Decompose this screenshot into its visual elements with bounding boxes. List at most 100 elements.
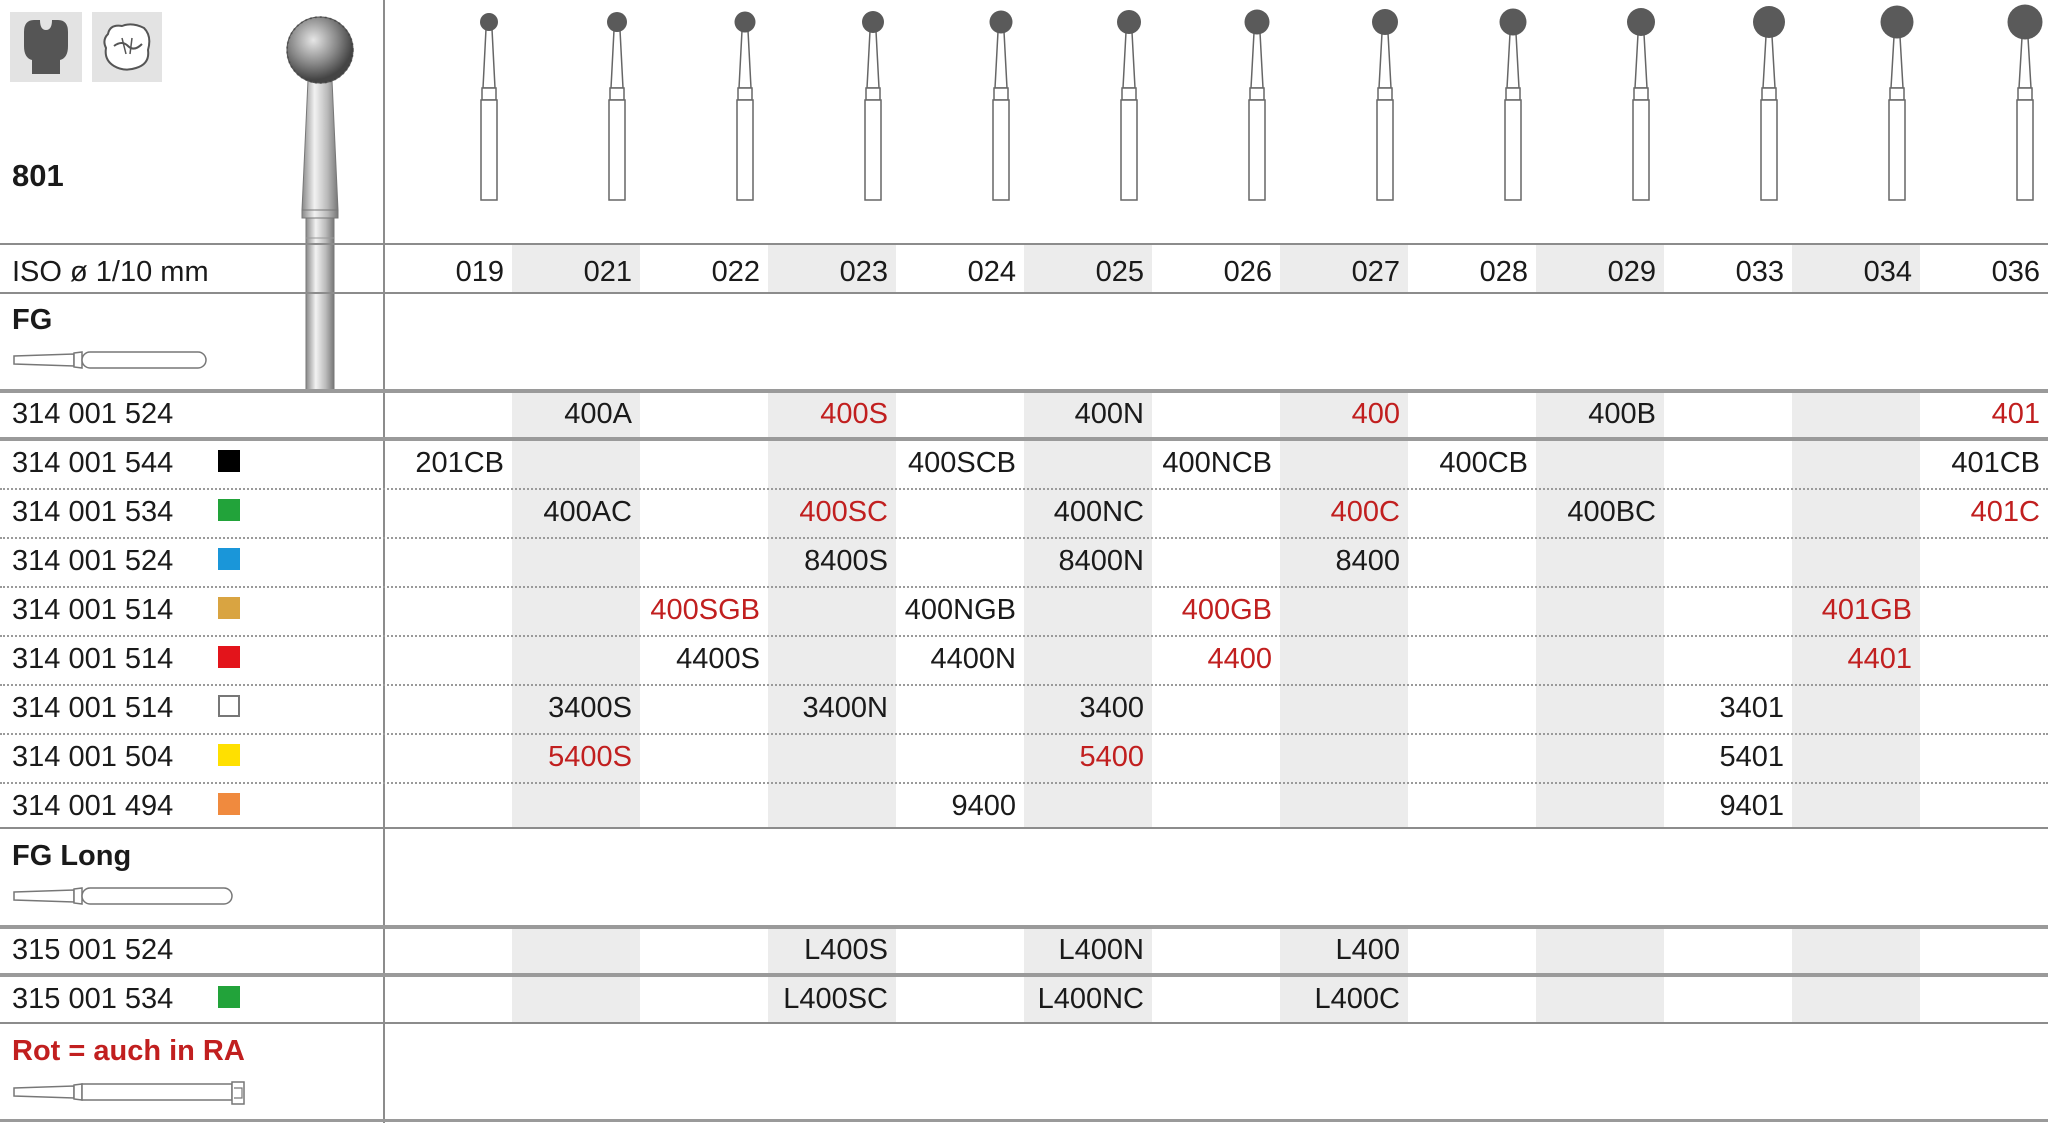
catalog-code: 4400 [1207,643,1272,675]
catalog-code: 9400 [951,790,1016,822]
row-divider [0,782,2048,784]
reference-number: 314 001 514 [12,643,174,675]
iso-size-027: 027 [1351,256,1400,288]
catalog-code: 8400S [804,545,888,577]
grit-color-swatch [218,548,240,570]
grit-color-swatch [218,744,240,766]
catalog-code: 400NGB [904,594,1016,626]
catalog-code: 9401 [1719,790,1784,822]
catalog-code: 400N [1074,398,1144,430]
catalog-code: 401 [1991,398,2040,430]
iso-size-022: 022 [711,256,760,288]
catalog-code: 400SCB [907,447,1016,479]
reference-number: 315 001 524 [12,934,174,966]
bur-026-illustration [1244,9,1270,201]
reference-number: 314 001 504 [12,741,174,773]
catalog-code: 400AC [543,496,632,528]
grit-color-swatch [218,646,240,668]
legend-red-note: Rot = auch in RA [12,1035,245,1067]
reference-number: 314 001 534 [12,496,174,528]
row-divider [0,586,2048,588]
row-divider [0,488,2048,490]
catalog-code: 400SC [799,496,888,528]
large-bur-illustration [286,16,354,390]
bur-034-illustration [1880,5,1914,201]
catalog-code: 4400S [676,643,760,675]
catalog-code: 400NCB [1162,447,1272,479]
reference-number: 314 001 544 [12,447,174,479]
catalog-code: L400C [1314,983,1400,1015]
catalog-code: L400S [804,934,888,966]
iso-size-023: 023 [839,256,888,288]
occlusal-cavity-icon [92,12,162,82]
catalog-code: 400A [564,398,632,430]
reference-number: 314 001 514 [12,594,174,626]
bur-021-illustration [607,12,627,201]
catalog-code: 401GB [1821,594,1912,626]
catalog-code: 3400 [1079,692,1144,724]
row-divider [0,733,2048,735]
catalog-code: L400NC [1037,983,1144,1015]
grit-color-swatch [218,499,240,521]
reference-number: 314 001 494 [12,790,174,822]
grit-color-swatch [218,695,240,717]
row-divider [0,439,2048,441]
catalog-code: 400SGB [650,594,760,626]
catalog-code: L400N [1058,934,1144,966]
product-code: 801 [12,158,64,193]
catalog-code: 3400N [802,692,888,724]
catalog-code: 401CB [1951,447,2040,479]
row-divider [0,684,2048,686]
catalog-code: 5400S [548,741,632,773]
bur-036-illustration [2007,4,2043,201]
iso-size-028: 028 [1479,256,1528,288]
reference-number: 315 001 534 [12,983,174,1015]
fg-shank-icon [13,351,207,369]
bur-size-illustrations [480,4,2043,201]
catalog-code: 5400 [1079,741,1144,773]
bur-025-illustration [1117,10,1141,201]
bur-033-illustration [1753,6,1785,201]
tooth-crown-icon [10,12,82,82]
catalog-code: 201CB [415,447,504,479]
catalog-code: 400CB [1439,447,1528,479]
ra-shank-icon [13,1081,245,1105]
section-fg-long-label: FG Long [12,840,132,872]
row-divider [0,537,2048,539]
reference-number: 314 001 524 [12,398,174,430]
grit-color-swatch [218,450,240,472]
iso-size-026: 026 [1223,256,1272,288]
catalog-code: 400C [1330,496,1400,528]
catalog-code: 8400N [1058,545,1144,577]
iso-label: ISO ø 1/10 mm [12,256,209,288]
bur-022-illustration [734,11,756,201]
grit-color-swatch [218,597,240,619]
catalog-code: 4401 [1847,643,1912,675]
catalog-code: 3400S [548,692,632,724]
catalog-code: L400 [1335,934,1400,966]
reference-number: 314 001 524 [12,545,174,577]
iso-size-033: 033 [1735,256,1784,288]
catalog-code: 400NC [1053,496,1144,528]
reference-number: 314 001 514 [12,692,174,724]
iso-size-019: 019 [455,256,504,288]
catalog-code: 400S [820,398,888,430]
catalog-code: 400BC [1567,496,1656,528]
grit-color-swatch [218,986,240,1008]
bur-023-illustration [862,11,884,201]
row-divider [0,635,2048,637]
section-fg-label: FG [12,304,53,336]
catalog-code: L400SC [783,983,888,1015]
catalog-code: 8400 [1335,545,1400,577]
bur-028-illustration [1499,8,1527,201]
bur-029-illustration [1627,8,1655,201]
catalog-code: 400B [1588,398,1656,430]
iso-size-024: 024 [967,256,1016,288]
iso-size-034: 034 [1863,256,1912,288]
bur-019-illustration [480,13,498,201]
fg-long-shank-icon [13,887,233,905]
catalog-code: 4400N [930,643,1016,675]
iso-size-036: 036 [1991,256,2040,288]
catalog-code: 400GB [1181,594,1272,626]
catalog-code: 400 [1351,398,1400,430]
